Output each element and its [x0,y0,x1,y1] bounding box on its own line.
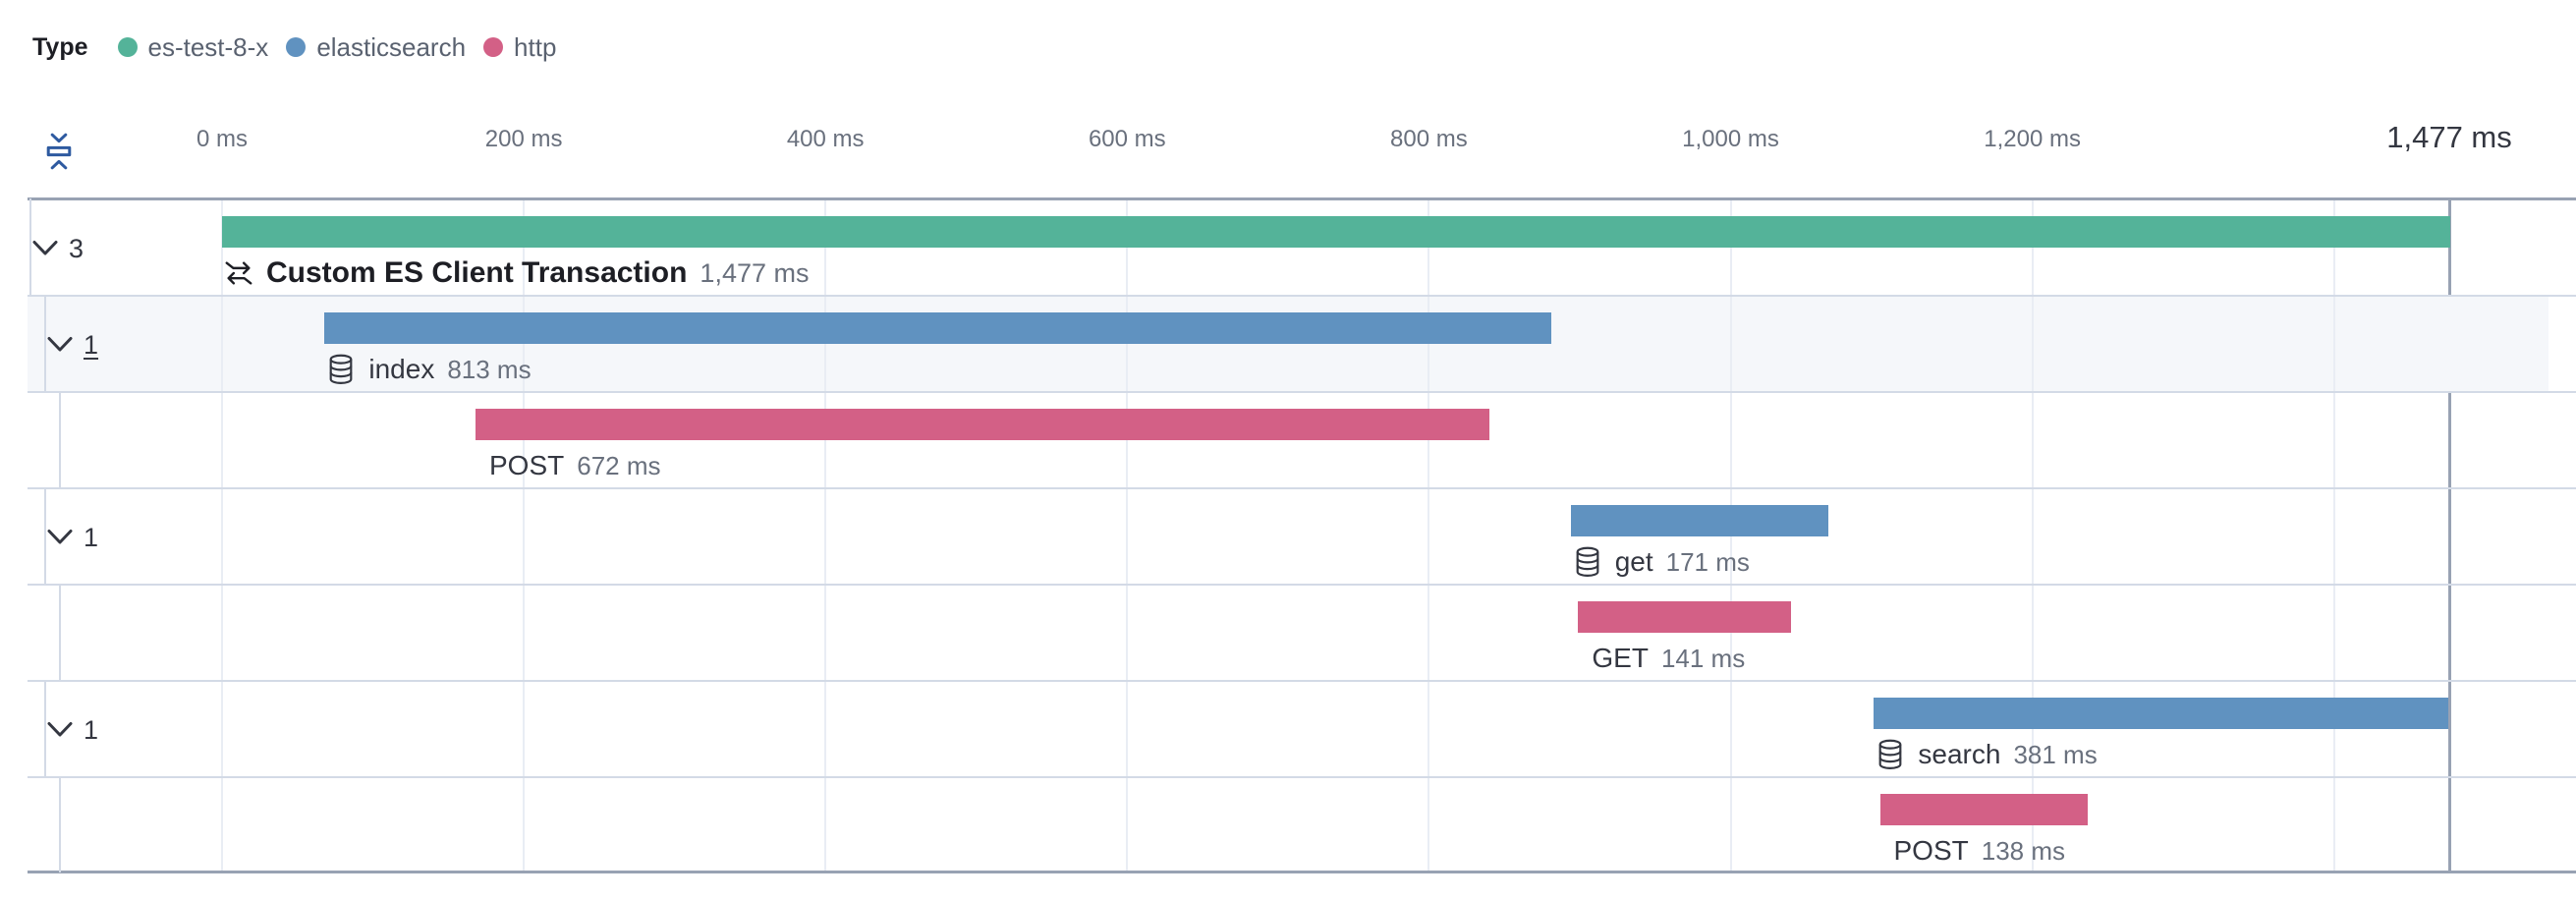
child-count-link[interactable]: 3 [69,234,84,263]
merge-transaction-icon [225,261,252,285]
child-count-link[interactable]: 1 [84,715,99,745]
gridline [523,200,526,871]
span-duration: 672 ms [577,450,661,480]
row-divider [28,584,2576,586]
span-duration: 141 ms [1660,643,1746,673]
child-count-link[interactable]: 1 [84,330,99,360]
legend-label: elasticsearch [316,31,467,62]
fold-icon[interactable] [43,130,75,173]
gridline [221,200,223,871]
span-bar[interactable] [1874,698,2449,729]
waterfall-top-border [28,197,2576,200]
span-label[interactable]: POST 138 ms [1894,832,2066,870]
collapse-chevron[interactable] [47,721,73,738]
row-divider [28,487,2576,489]
legend-title: Type [32,32,88,61]
legend-dot-http [483,37,504,57]
transaction-bar[interactable] [222,216,2450,248]
span-duration: 171 ms [1665,546,1750,577]
row-divider [28,680,2576,682]
axis-tick: 600 ms [1088,126,1166,152]
span-duration: 1,477 ms [700,257,810,288]
waterfall-row-index: 1 index 813 ms [0,295,2576,391]
indent-guide [59,776,61,872]
chevron-down-icon [32,241,58,255]
span-label[interactable]: GET 141 ms [1592,640,1745,677]
waterfall-bottom-border [28,871,2576,873]
waterfall-row-get: GET 141 ms [0,584,2576,680]
legend-item-es-test-8-x: es-test-8-x [117,31,269,63]
gridline [1428,200,1430,871]
span-bar[interactable] [1570,505,1829,536]
chevron-down-icon [47,722,73,737]
span-name: get [1614,546,1653,577]
span-label[interactable]: get 171 ms [1573,543,1750,581]
axis-tick: 200 ms [484,126,563,152]
indent-guide [44,680,46,776]
child-count-link[interactable]: 1 [84,523,99,552]
axis-tick: 1,000 ms [1682,126,1779,152]
span-duration: 381 ms [2013,739,2098,769]
indent-guide [44,487,46,584]
collapse-chevron[interactable] [47,336,73,353]
gridline [824,200,827,871]
indent-guide [44,295,46,391]
axis-tick: 800 ms [1390,126,1468,152]
transaction-label[interactable]: Custom ES Client Transaction 1,477 ms [224,254,809,292]
span-name: search [1918,739,2001,769]
row-divider [28,391,2576,393]
waterfall-row-search: 1 search 381 ms [0,680,2576,776]
span-bar[interactable] [1879,794,2089,825]
trace-total-duration: 1,477 ms [2386,120,2512,154]
trace-end-line [2448,200,2451,871]
indent-guide [29,198,31,295]
waterfall-body: 3 Custom ES Client Transaction 1,477 ms 1 in… [0,197,2576,873]
legend-dot-elasticsearch [286,37,307,57]
span-label[interactable]: search 381 ms [1876,736,2098,773]
indent-guide [59,391,61,487]
gridline [2031,200,2034,871]
span-label[interactable]: index 813 ms [326,351,532,388]
span-name: index [368,354,435,384]
legend-item-elasticsearch: elasticsearch [286,32,466,63]
collapse-chevron[interactable] [47,529,73,545]
span-bar[interactable] [1578,601,1791,633]
span-name: Custom ES Client Transaction [266,256,688,289]
gridline [2332,200,2335,871]
legend-label: es-test-8-x [147,31,269,62]
chevron-down-icon [47,337,73,352]
database-icon [330,354,353,384]
legend-items: es-test-8-x elasticsearch http [117,31,575,63]
span-name: POST [489,450,565,480]
row-divider [28,776,2576,778]
waterfall-row-post: POST 138 ms [0,776,2576,872]
span-bar[interactable] [324,312,1551,344]
axis-tick: 1,200 ms [1984,126,2081,152]
axis-tick: 0 ms [196,126,249,152]
span-duration: 138 ms [1981,835,2065,866]
axis-tick: 400 ms [786,126,865,152]
span-name: POST [1893,835,1969,866]
database-icon [1576,546,1599,577]
database-icon [1879,739,1902,769]
legend-dot-es-test-8-x [117,37,138,57]
row-divider [28,295,2576,297]
waterfall-row-get: 1 get 171 ms [0,487,2576,584]
span-duration: 813 ms [447,354,532,384]
collapse-chevron[interactable] [32,240,58,256]
gridline [1126,200,1129,871]
chevron-down-icon [47,530,73,544]
indent-guide [59,584,61,680]
legend-label: http [514,31,557,62]
span-bar[interactable] [476,409,1489,440]
waterfall-row-custom-es-client-transaction: 3 Custom ES Client Transaction 1,477 ms [0,198,2576,295]
waterfall-row-post: POST 672 ms [0,391,2576,487]
span-name: GET [1592,643,1649,673]
type-legend: Type es-test-8-x elasticsearch http [32,28,574,67]
span-label[interactable]: POST 672 ms [489,447,661,484]
legend-item-http: http [483,32,556,63]
